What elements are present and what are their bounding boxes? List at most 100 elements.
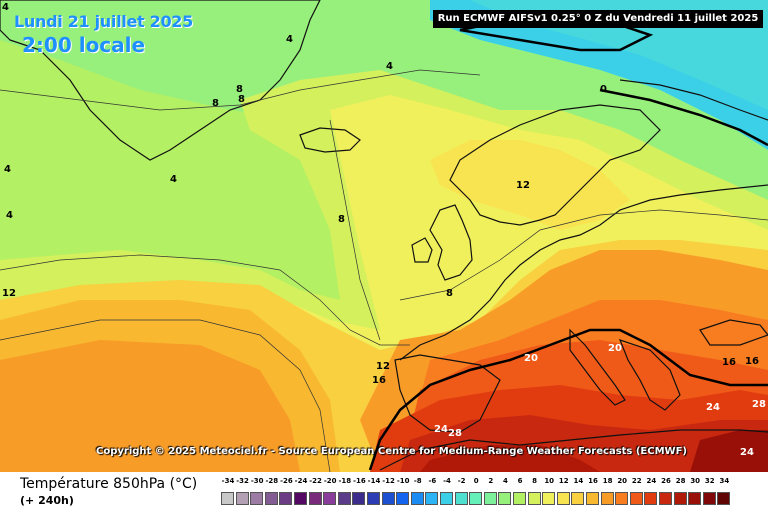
- colorbar-swatch: [483, 492, 497, 505]
- colorbar-label: 22: [631, 477, 642, 485]
- colorbar-label: -18: [338, 477, 352, 485]
- colorbar-swatch: [294, 492, 307, 505]
- colorbar-label: 26: [661, 477, 671, 485]
- contour-label-16-b: 16: [722, 357, 736, 368]
- colorbar-swatch: [673, 492, 687, 505]
- contour-label-8-b: 8: [238, 94, 245, 105]
- model-run-info: Run ECMWF AIFSv1 0.25° 0 Z du Vendredi 1…: [433, 10, 763, 28]
- contour-label-20-b: 20: [608, 343, 622, 354]
- contour-label-28-a: 28: [448, 428, 462, 439]
- colorbar-swatch: [352, 492, 366, 505]
- colorbar-label: 10: [544, 477, 555, 485]
- colorbar-label: -30: [250, 477, 264, 485]
- colorbar-swatch: [527, 492, 541, 505]
- colorbar-swatch: [235, 492, 249, 505]
- colorbar-swatch: [644, 492, 658, 505]
- colorbar-label: -10: [396, 477, 410, 485]
- contour-label-4-b: 4: [386, 61, 393, 72]
- contour-label-20-a: 20: [524, 353, 538, 364]
- colorbar-label: 20: [617, 477, 628, 485]
- colorbar-swatch: [659, 492, 672, 505]
- colorbar-label: 16: [588, 477, 598, 485]
- contour-label-28-b: 28: [752, 399, 766, 410]
- colorbar-swatch: [264, 492, 278, 505]
- colorbar-swatch: [221, 492, 234, 505]
- contour-label-16-a: 16: [372, 375, 386, 386]
- colorbar-label: 24: [646, 477, 657, 485]
- copyright-notice: Copyright © 2025 Meteociel.fr - Source E…: [96, 446, 687, 457]
- contour-label-24-c: 24: [740, 447, 754, 458]
- colorbar-label: 8: [532, 477, 538, 485]
- colorbar-label: 14: [573, 477, 584, 485]
- contour-label-8-e: 8: [446, 288, 453, 299]
- colorbar-label: 0: [473, 477, 479, 485]
- contour-label-24-b: 24: [706, 402, 720, 413]
- colorbar-label: -20: [323, 477, 337, 485]
- contour-label-4-c: 4: [2, 2, 9, 13]
- colorbar-swatch: [629, 492, 643, 505]
- colorbar-swatch: [513, 492, 526, 505]
- colorbar-label: 18: [602, 477, 613, 485]
- colorbar-swatch: [688, 492, 702, 505]
- colorbar-label: 6: [517, 477, 523, 485]
- contour-label-4-e: 4: [4, 164, 11, 175]
- contour-label-4-d: 4: [170, 174, 177, 185]
- colorbar-swatch: [425, 492, 439, 505]
- colorbar-swatch: [396, 492, 410, 505]
- colorbar-label: 34: [719, 477, 730, 485]
- colorbar-swatch: [323, 492, 337, 505]
- colorbar-swatch: [571, 492, 585, 505]
- colorbar-swatch: [615, 492, 629, 505]
- colorbar-label: -26: [280, 477, 293, 485]
- colorbar-label: 2: [488, 477, 494, 485]
- colorbar-label: -28: [265, 477, 279, 485]
- colorbar-swatch: [367, 492, 380, 505]
- colorbar-label: -2: [457, 477, 466, 485]
- colorbar-label: -32: [236, 477, 249, 485]
- colorbar-swatch: [600, 492, 614, 505]
- contour-label-4-f: 4: [6, 210, 13, 221]
- colorbar-swatch: [308, 492, 322, 505]
- colorbar-swatch: [542, 492, 556, 505]
- colorbar-swatch: [337, 492, 351, 505]
- contour-label-16-c: 16: [745, 356, 759, 367]
- colorbar-label: -34: [221, 477, 235, 485]
- colorbar-label: -22: [309, 477, 322, 485]
- colorbar-swatch: [381, 492, 395, 505]
- contour-label-24-a: 24: [434, 424, 448, 435]
- colorbar-swatch: [250, 492, 264, 505]
- contour-label-12-a: 12: [516, 180, 530, 191]
- forecast-date: Lundi 21 juillet 2025: [14, 12, 193, 31]
- colorbar-label: -16: [353, 477, 366, 485]
- colorbar-label: 32: [704, 477, 715, 485]
- colorbar-label: 30: [690, 477, 701, 485]
- contour-label-8-a: 8: [236, 84, 243, 95]
- contour-label-4-a: 4: [286, 34, 293, 45]
- colorbar-swatch: [410, 492, 424, 505]
- colorbar-label: -4: [443, 477, 451, 485]
- colorbar-swatch: [717, 492, 731, 505]
- temperature-map: 4 4 4 4 4 4 8 8 8 8 8 0 12 12 12 16 16 1…: [0, 0, 768, 472]
- colorbar-label: 28: [675, 477, 686, 485]
- contour-label-8-d: 8: [338, 214, 345, 225]
- colorbar-label: 4: [502, 477, 508, 485]
- colorbar-swatch: [556, 492, 570, 505]
- contour-label-0: 0: [600, 84, 607, 95]
- colorbar-swatch: [702, 492, 716, 505]
- colorbar-label: -24: [294, 477, 308, 485]
- contour-label-12-b: 12: [2, 288, 16, 299]
- contour-label-12-c: 12: [376, 361, 390, 372]
- colorbar-swatch: [498, 492, 512, 505]
- forecast-time: 2:00 locale: [22, 33, 146, 57]
- colorbar-swatch: [454, 492, 468, 505]
- colorbar-label: 12: [558, 477, 569, 485]
- colorbar-label: -6: [428, 477, 437, 485]
- colorbar-swatch: [279, 492, 293, 505]
- colorbar-label: -14: [367, 477, 381, 485]
- colorbar-swatch: [469, 492, 483, 505]
- colorbar-swatch: [586, 492, 599, 505]
- colorbar-label: -12: [382, 477, 395, 485]
- legend-subtitle: (+ 240h): [20, 494, 74, 507]
- colorbar-swatch: [440, 492, 453, 505]
- legend-title: Température 850hPa (°C): [20, 476, 198, 492]
